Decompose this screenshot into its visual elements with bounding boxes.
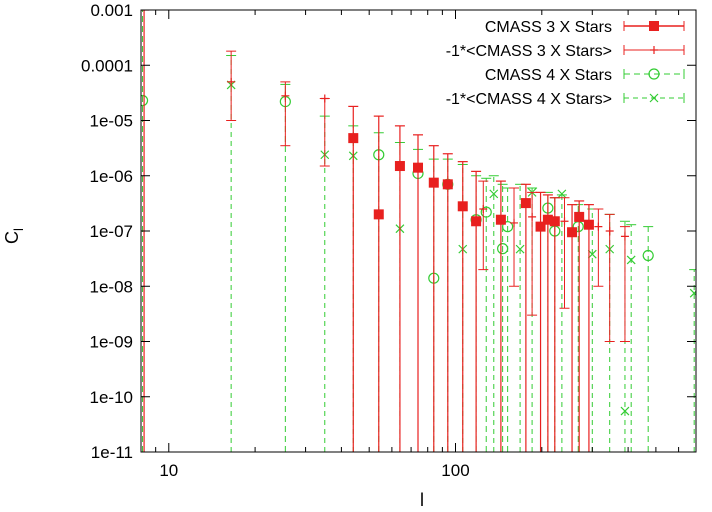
y-tick-label: 1e-07	[90, 222, 133, 241]
series-1	[226, 50, 630, 342]
data-point	[583, 219, 594, 230]
data-point	[528, 212, 537, 221]
legend-label: -1*<CMASS 3 X Stars>	[446, 43, 612, 60]
data-point	[567, 227, 578, 238]
legend: CMASS 3 X Stars -1*<CMASS 3 X Stars> CMASS…	[446, 19, 685, 108]
data-point	[281, 91, 290, 100]
data-point	[348, 133, 359, 144]
x-tick-label: 100	[441, 461, 469, 480]
series-0	[141, 10, 594, 452]
data-point	[535, 221, 546, 232]
y-tick-label: 1e-10	[90, 388, 133, 407]
data-point	[510, 218, 519, 227]
data-point	[320, 94, 329, 103]
data-point	[605, 227, 614, 235]
legend-label: -1*<CMASS 4 X Stars>	[446, 91, 612, 108]
y-tick-label: 1e-09	[90, 333, 133, 352]
data-point	[620, 232, 629, 241]
data-point	[428, 177, 439, 188]
y-axis-title-main: C	[2, 231, 22, 244]
data-point	[542, 214, 553, 225]
data-point	[560, 217, 569, 226]
data-point	[489, 189, 499, 199]
data-point	[587, 249, 597, 259]
data-point	[141, 94, 149, 107]
y-tick-label: 0.0001	[81, 56, 133, 75]
legend-marker	[650, 46, 658, 54]
data-point	[471, 216, 482, 227]
data-point	[515, 244, 525, 254]
data-point	[626, 255, 636, 265]
data-point	[442, 179, 453, 190]
legend-marker	[649, 21, 659, 31]
x-axis-title: l	[420, 490, 424, 510]
data-point	[502, 221, 514, 233]
legend-marker	[649, 93, 659, 103]
data-point	[413, 162, 424, 173]
legend-label: CMASS 3 X Stars	[485, 19, 612, 36]
series-layer	[141, 10, 696, 452]
data-point	[373, 209, 384, 220]
legend-marker	[648, 68, 660, 80]
data-point	[557, 189, 567, 199]
y-tick-label: 1e-06	[90, 167, 133, 186]
data-point	[594, 222, 603, 231]
y-tick-label: 1e-08	[90, 277, 133, 296]
y-axis-title: Cl	[2, 228, 26, 244]
data-point	[689, 288, 696, 298]
y-tick-label: 1e-05	[90, 112, 133, 131]
data-point	[227, 77, 236, 86]
legend-label: CMASS 4 X Stars	[485, 67, 612, 84]
data-point	[520, 198, 531, 209]
data-point	[495, 214, 506, 225]
data-point	[457, 201, 468, 212]
data-point	[574, 211, 585, 222]
data-point	[620, 406, 630, 416]
y-tick-label: 0.001	[90, 1, 133, 20]
tick-layer: 0.001 0.0001 1e-05 1e-06 1e-07 1e-08 1e-09 1e-1…	[81, 1, 696, 480]
data-point	[642, 249, 654, 262]
data-point	[479, 205, 488, 214]
data-point	[549, 216, 560, 227]
data-point	[394, 161, 405, 172]
y-axis-title-subscript: l	[11, 228, 26, 231]
x-tick-label: 10	[159, 461, 178, 480]
y-tick-label: 1e-11	[91, 443, 133, 462]
data-point	[480, 206, 492, 218]
